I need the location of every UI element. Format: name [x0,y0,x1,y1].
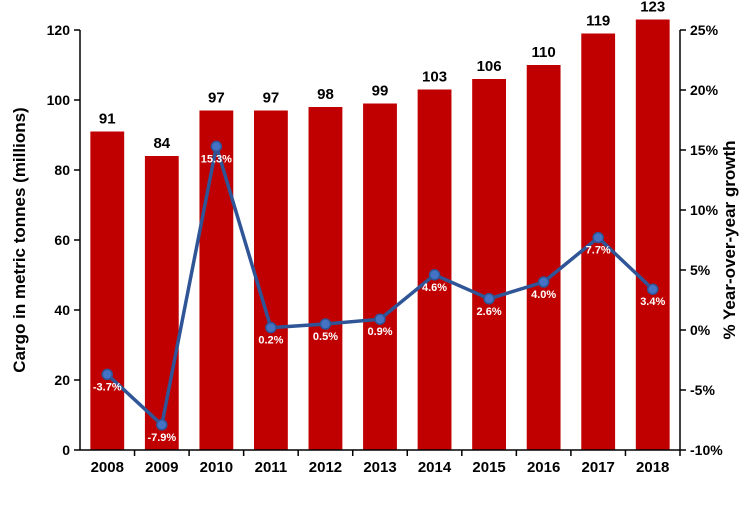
bar-value-label: 99 [372,83,389,100]
x-category-label: 2015 [472,459,505,476]
x-category-label: 2009 [145,459,178,476]
y-right-tick-label: 25% [690,22,719,38]
y-left-tick-label: 60 [54,232,70,248]
line-value-label: -3.7% [93,381,122,393]
x-category-label: 2008 [91,459,124,476]
y-right-tick-label: -5% [690,382,715,398]
x-category-label: 2014 [418,459,452,476]
y-left-tick-label: 80 [54,162,70,178]
bar-value-label: 97 [263,90,280,107]
line-marker [266,323,276,333]
line-marker [157,420,167,430]
bar-value-label: 119 [586,13,610,30]
line-marker [593,233,603,243]
bar [527,65,561,450]
bar [363,104,397,451]
x-category-label: 2012 [309,459,342,476]
bar [636,20,670,451]
y-left-title: Cargo in metric tonnes (millions) [10,107,29,372]
y-right-title: % Year-over-year growth [720,140,739,339]
x-category-label: 2016 [527,459,560,476]
x-category-label: 2017 [581,459,614,476]
bar [254,111,288,451]
bar-value-label: 110 [532,44,556,61]
bar-value-label: 123 [640,0,665,16]
bar [145,156,179,450]
line-value-label: 3.4% [640,296,665,308]
bar-value-label: 97 [208,90,225,107]
y-left-tick-label: 40 [54,302,70,318]
line-value-label: 2.6% [477,306,502,318]
line-value-label: 0.2% [258,335,283,347]
y-right-tick-label: 15% [690,142,719,158]
line-value-label: 7.7% [586,245,611,257]
y-left-tick-label: 0 [62,442,70,458]
line-value-label: 4.6% [422,282,447,294]
line-marker [539,277,549,287]
bar-value-label: 84 [153,135,170,152]
line-marker [648,284,658,294]
y-right-tick-label: 20% [690,82,719,98]
line-value-label: 4.0% [531,289,556,301]
cargo-growth-chart: 91 84 97 97 98 99 103 106 110 119 123 0 20 40 60 80 100 1… [0,0,750,510]
x-category-label: 2018 [636,459,669,476]
bar-value-label: 103 [422,69,447,86]
y-left-tick-label: 100 [47,92,71,108]
x-category-label: 2010 [200,459,233,476]
line-marker [375,314,385,324]
y-right-tick-label: 0% [690,322,711,338]
y-left-tick-label: 20 [54,372,70,388]
x-category-label: 2013 [363,459,396,476]
bar [472,79,506,450]
line-marker [320,319,330,329]
line-value-label: 0.9% [367,326,392,338]
y-left-tick-label: 120 [47,22,71,38]
y-right-tick-label: -10% [690,442,723,458]
bar-value-label: 98 [317,86,334,103]
line-marker [484,294,494,304]
line-value-label: 0.5% [313,331,338,343]
line-value-label: -7.9% [147,432,176,444]
line-marker [102,369,112,379]
line-value-label: 15.3% [201,153,232,165]
bar-value-label: 106 [477,58,502,75]
bar [309,107,343,450]
line-marker [211,141,221,151]
y-right-tick-label: 5% [690,262,711,278]
y-right-tick-label: 10% [690,202,719,218]
bar [90,132,124,451]
line-marker [430,270,440,280]
bar-value-label: 91 [99,111,116,128]
x-category-label: 2011 [255,459,288,476]
